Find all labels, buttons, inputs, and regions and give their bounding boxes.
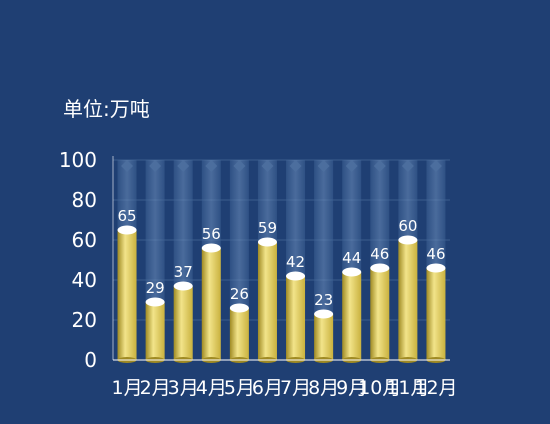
bar: [173, 286, 193, 360]
track-layer: [117, 160, 446, 360]
bar-value-label: 23: [314, 291, 333, 309]
y-tick-label: 60: [72, 228, 97, 252]
y-tick-label: 100: [59, 148, 97, 172]
bar-track: [314, 160, 334, 360]
bar-value-label: 60: [398, 217, 417, 235]
unit-label: 单位:万吨: [63, 97, 150, 121]
y-tick-label: 0: [84, 348, 97, 372]
x-tick-label: 4月: [196, 377, 227, 399]
bar: [286, 276, 306, 360]
bar: [145, 302, 165, 360]
y-tick-label: 20: [72, 308, 97, 332]
bar-track-cap: [401, 160, 414, 172]
data-label-layer: 65 29 37 56 26 59 42 23 44 46 60 46: [117, 207, 445, 309]
bar-track-cap: [429, 160, 442, 172]
bar: [398, 240, 418, 360]
bar-top-cap: [117, 225, 137, 235]
bar: [314, 314, 334, 360]
bar-value-label: 26: [230, 285, 249, 303]
bar-top-cap: [342, 267, 362, 277]
bar-track-cap: [149, 160, 162, 172]
bar: [342, 272, 362, 360]
bar-value-label: 42: [286, 253, 305, 271]
x-tick-label: 6月: [252, 377, 283, 399]
bar-top-cap: [201, 243, 221, 253]
bar-value-label: 59: [258, 219, 277, 237]
x-tick-label: 11月: [386, 377, 429, 399]
bar: [117, 230, 137, 360]
x-tick-label: 3月: [168, 377, 199, 399]
bar-top-cap: [426, 263, 446, 273]
x-tick-label: 9月: [336, 377, 367, 399]
bar: [257, 242, 277, 360]
bar-track-cap: [261, 160, 274, 172]
x-tick-label: 1月: [111, 377, 142, 399]
bar-top-cap: [286, 271, 306, 281]
bar: [201, 248, 221, 360]
bar-value-label: 56: [202, 225, 221, 243]
bar: [370, 268, 390, 360]
bar-track-cap: [205, 160, 218, 172]
grid-layer: [113, 159, 450, 321]
x-tick-label: 5月: [224, 377, 255, 399]
y-tick-label: 80: [72, 188, 97, 212]
bar-top-cap: [229, 303, 249, 313]
bar-top-cap: [370, 263, 390, 273]
x-tick-label: 12月: [414, 377, 457, 399]
bar-value-label: 29: [146, 279, 165, 297]
bar-value-label: 46: [426, 245, 445, 263]
x-tick-label: 8月: [308, 377, 339, 399]
bar-value-label: 46: [370, 245, 389, 263]
bar: [229, 308, 249, 360]
bar-value-label: 37: [174, 263, 193, 281]
bar-track-cap: [317, 160, 330, 172]
bar-track-cap: [121, 160, 134, 172]
x-tick-label: 10月: [358, 377, 401, 399]
bar-top-cap: [314, 309, 334, 319]
bar-track-cap: [233, 160, 246, 172]
bar-top-cap: [398, 235, 418, 245]
bar-top-cap: [145, 297, 165, 307]
bar-top-cap: [173, 281, 193, 291]
y-tick-label: 40: [72, 268, 97, 292]
bar: [426, 268, 446, 360]
bar-layer: [117, 225, 446, 363]
bar-track-cap: [289, 160, 302, 172]
x-tick-label: 7月: [280, 377, 311, 399]
bar-top-cap: [257, 237, 277, 247]
bar-value-label: 44: [342, 249, 361, 267]
bar-track-cap: [177, 160, 190, 172]
bar-track-cap: [373, 160, 386, 172]
x-tick-label: 2月: [140, 377, 171, 399]
bar-track-cap: [345, 160, 358, 172]
bar-value-label: 65: [117, 207, 136, 225]
